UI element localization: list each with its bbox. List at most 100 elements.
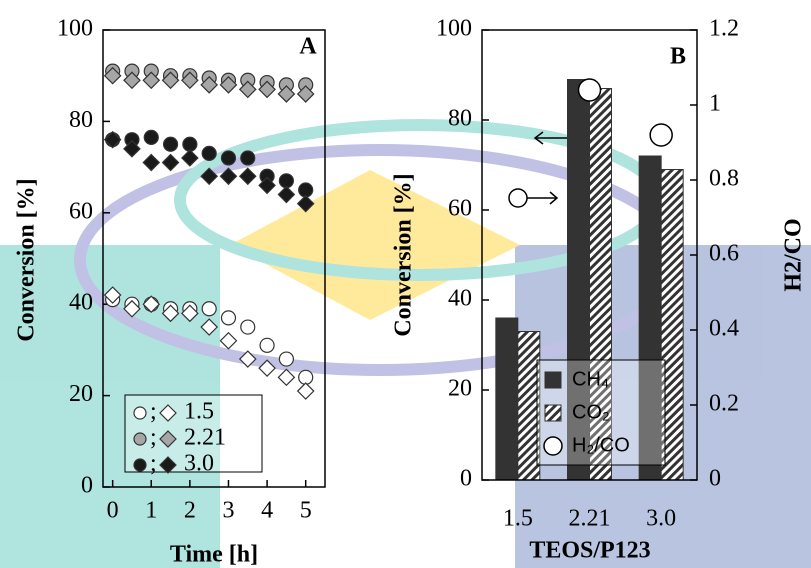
y2-tick-label: 1.2 [709,16,739,42]
y2-axis-title: H2/CO [781,218,807,291]
circle-point [162,136,179,152]
diamond-point [181,71,199,90]
legend-diamond [159,456,177,474]
diamond-point [296,382,315,400]
diamond-point [219,167,238,186]
legend-label: 2.21 [184,425,226,451]
y2-tick-label: 0 [709,466,721,492]
legend-swatch [544,404,562,422]
y-tick-label: 80 [69,107,93,133]
x-tick-label: 2.21 [569,506,611,532]
x-axis-title: Time [h] [170,542,258,568]
legend-diamond [159,404,177,422]
legend-circle [133,432,147,446]
circle-point [240,319,256,335]
legend-label: CO₂ [572,401,610,423]
diamond-point [238,350,257,368]
diamond-point [200,167,219,186]
plot-frame [102,29,326,488]
y-tick-label: 60 [69,198,93,224]
y2-tick-label: 0.2 [709,391,739,417]
legend-circle [133,406,147,420]
diamond-point [161,71,180,90]
panel-label: A [299,34,317,60]
y-tick-label: 80 [448,106,472,132]
diamond-point [258,80,276,99]
legend-label: 1.5 [184,399,214,425]
circle-point [143,129,159,145]
y-tick-label: 40 [69,290,93,316]
plot-frame [481,29,698,481]
ratio-point [577,78,602,102]
x-axis-title: TEOS/P123 [529,538,650,564]
diamond-point [277,185,296,204]
diamond-point [123,71,141,90]
diamond-point [200,318,219,336]
x-tick-label: 2 [184,498,196,524]
legend-box [124,394,263,473]
indicators [508,131,575,208]
legend-label: CH₄ [572,368,609,390]
circle-point [220,150,237,166]
legend-separator: ; [150,399,157,425]
x-tick-label: 0 [107,498,119,524]
x-tick-label: 1.5 [503,506,533,532]
diamond-point [238,80,257,99]
y-tick-label: 20 [448,376,472,402]
legend-diamond [159,430,177,448]
diamond-point [161,304,180,323]
legend-circle [543,436,563,456]
diamond-point [219,331,238,350]
diamond-point [277,85,296,103]
diamond-point [277,368,296,387]
diamond-point [181,149,199,167]
circle-point [240,150,256,166]
diamond-point [219,75,238,94]
diamond-point [296,194,315,213]
y-tick-label: 100 [57,16,93,42]
legend-swatch [544,371,562,389]
circle-point [201,301,217,317]
diamond-point [258,359,276,378]
x-tick-label: 3.0 [646,506,676,532]
y-tick-label: 60 [448,196,472,222]
diamond-point [200,75,219,94]
y2-tick-label: 0.6 [709,241,739,267]
diamond-point [103,286,122,304]
diamond-point [103,66,122,85]
y-axis-title: Conversion [%] [391,173,417,336]
legend-separator: ; [150,425,157,451]
legend-label: 3.0 [184,451,214,477]
x-tick-label: 3 [222,498,234,524]
circle-point [201,145,217,161]
y2-tick-label: 1 [709,91,721,117]
y-tick-label: 0 [81,473,93,499]
diamond-point [142,71,161,90]
diamond-point [142,153,161,172]
diamond-point [123,139,141,158]
legend-label: H₂/CO [572,434,630,456]
x-tick-label: 1 [145,498,157,524]
diamond-point [296,85,315,103]
y-tick-label: 0 [460,466,472,492]
y2-tick-label: 0.4 [709,316,739,342]
circle-point [278,351,294,367]
diamond-point [103,130,122,149]
x-tick-label: 5 [300,498,312,524]
circle-point [259,337,275,353]
y-tick-label: 100 [436,16,472,42]
diamond-point [238,167,257,186]
ratio-point [649,123,673,147]
y-axis-title: Conversion [%] [14,178,40,341]
y-tick-label: 20 [69,381,93,407]
diamond-point [123,299,141,318]
panel-label: B [670,44,686,70]
diamond-point [161,153,180,172]
diamond-point [142,295,161,314]
diamond-point [258,176,276,195]
legend-separator: ; [150,451,157,477]
legend-circle [133,458,147,472]
bar [495,317,519,481]
y2-tick-label: 0.8 [709,166,739,192]
